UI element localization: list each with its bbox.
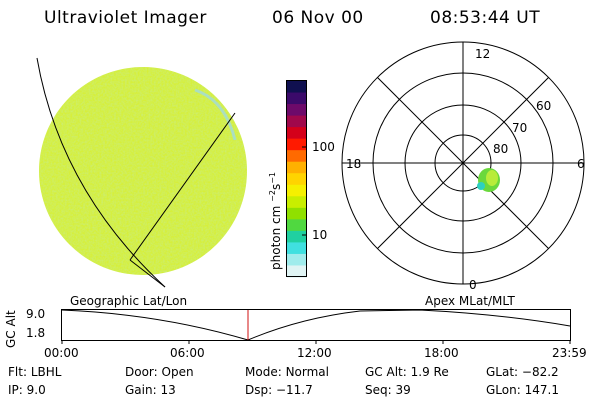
filter-info: Flt: LBHL <box>8 365 62 379</box>
colorbar-segment <box>287 173 307 186</box>
mlat-label-60: 60 <box>536 99 552 113</box>
time-label: 08:53:44 UT <box>430 8 541 28</box>
door-info: Door: Open <box>125 365 194 379</box>
colorbar-segment <box>287 127 307 140</box>
longitude-line <box>36 57 166 288</box>
geographic-image <box>36 57 247 288</box>
geographic-label: Geographic Lat/Lon <box>70 294 188 308</box>
altitude-curve <box>61 309 571 341</box>
ip-info: IP: 9.0 <box>8 383 46 397</box>
altitude-timeline <box>61 309 571 344</box>
colorbar-tick-100: 100 <box>312 140 335 154</box>
colorbar-segment <box>287 253 307 267</box>
alt-ylabel: GC Alt <box>4 310 18 348</box>
alt-xtick-1: 06:00 <box>170 346 205 360</box>
alt-ytick-top: 9.0 <box>26 307 46 321</box>
colorbar-segment <box>287 104 307 117</box>
apex-label: Apex MLat/MLT <box>425 294 515 308</box>
colorbar-segment <box>287 184 307 197</box>
latitude-line-2 <box>129 259 166 288</box>
mlat-label-70: 70 <box>512 121 528 135</box>
glon-info: GLon: 147.1 <box>486 383 559 397</box>
colorbar-segment <box>287 115 307 128</box>
colorbar-segment <box>287 242 307 255</box>
instrument-title: Ultraviolet Imager <box>44 8 207 28</box>
colorbar-segment <box>287 92 307 105</box>
alt-xtick-3: 18:00 <box>424 346 459 360</box>
color-scale-bar <box>286 80 307 278</box>
gcalt-info: GC Alt: 1.9 Re <box>365 365 449 379</box>
colorbar-tick-10: 10 <box>312 228 328 242</box>
colorbar-segment <box>287 161 307 174</box>
mlt-label-0: 0 <box>469 278 477 292</box>
mlt-label-12: 12 <box>475 47 491 61</box>
alt-ytick-bottom: 1.8 <box>26 326 46 340</box>
colorbar-segment <box>287 230 307 244</box>
alt-xtick-2: 12:00 <box>297 346 332 360</box>
mode-info: Mode: Normal <box>245 365 329 379</box>
alt-xtick-0: 00:00 <box>44 346 79 360</box>
alt-xtick-4: 23:59 <box>552 346 587 360</box>
colorbar-segment <box>287 138 307 151</box>
seq-info: Seq: 39 <box>365 383 411 397</box>
gain-info: Gain: 13 <box>125 383 176 397</box>
polar-plot <box>341 41 585 285</box>
colorbar-segment <box>287 207 307 220</box>
mlt-label-6: 6 <box>577 157 585 171</box>
colorbar-segment <box>287 219 307 232</box>
colorbar-segment <box>287 150 307 163</box>
colorbar-segment <box>287 196 307 209</box>
mlat-label-80: 80 <box>493 142 509 156</box>
date-label: 06 Nov 00 <box>272 8 364 28</box>
glat-info: GLat: −82.2 <box>486 365 559 379</box>
colorbar-segment <box>287 265 307 278</box>
colorbar-segment <box>287 81 307 94</box>
mlt-label-18: 18 <box>346 157 362 171</box>
latitude-line <box>129 112 236 261</box>
dsp-info: Dsp: −11.7 <box>245 383 313 397</box>
